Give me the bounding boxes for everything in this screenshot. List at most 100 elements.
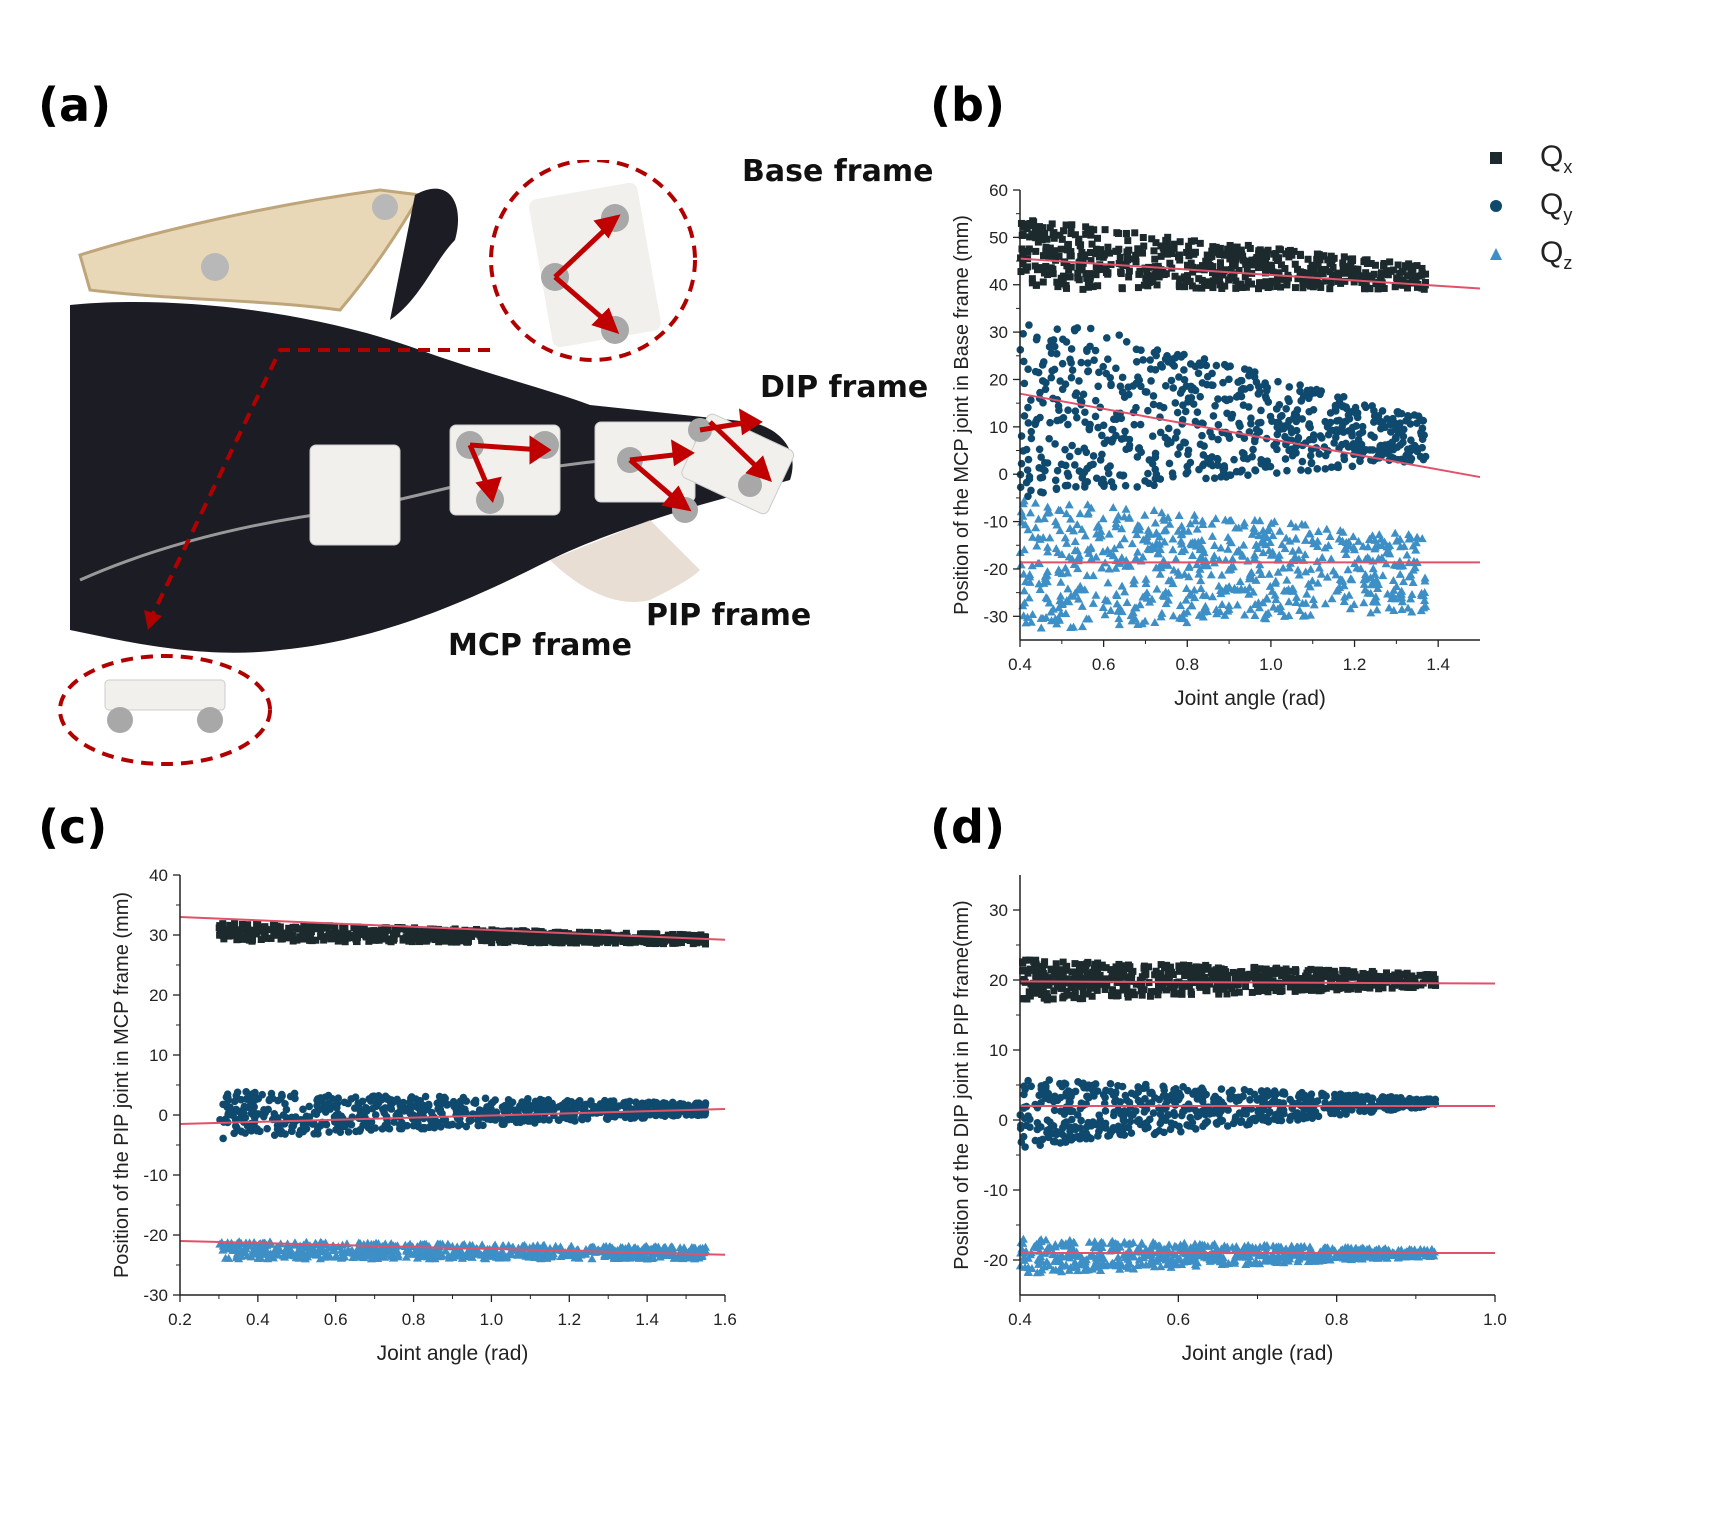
data-point (1089, 283, 1097, 291)
data-point (1321, 465, 1330, 473)
data-point (1190, 237, 1198, 245)
data-point (385, 1124, 394, 1133)
data-point (1354, 435, 1363, 444)
data-point (1237, 386, 1246, 394)
data-point (1059, 276, 1067, 284)
data-point (387, 1251, 397, 1260)
data-point (221, 1253, 231, 1262)
data-point (1117, 268, 1125, 276)
data-point (1192, 284, 1200, 292)
data-point (1299, 981, 1307, 989)
data-point (1116, 382, 1125, 391)
x-tick-label: 0.4 (1008, 655, 1032, 674)
data-point (1157, 252, 1165, 260)
data-point (1119, 472, 1127, 480)
data-point (1067, 345, 1076, 353)
data-point (1325, 532, 1335, 541)
data-point (1225, 375, 1233, 384)
data-point (1224, 565, 1234, 574)
data-point (1189, 268, 1197, 276)
data-point (492, 928, 500, 936)
data-point (1024, 593, 1034, 602)
base-block (309, 444, 401, 546)
marker-ball (476, 486, 504, 514)
data-point (1302, 589, 1312, 598)
data-point (1366, 285, 1374, 293)
data-point (1017, 432, 1026, 440)
data-point (1326, 409, 1335, 417)
data-point (299, 1127, 308, 1136)
data-point (1035, 445, 1044, 454)
data-point (241, 1129, 249, 1137)
data-point (1025, 570, 1035, 579)
data-point (1036, 474, 1045, 482)
data-point (1031, 523, 1041, 532)
data-point (299, 1121, 308, 1129)
data-point (1383, 542, 1393, 551)
data-point (250, 1242, 260, 1251)
data-point (1141, 574, 1151, 583)
data-point (1016, 507, 1026, 516)
data-point (1298, 457, 1307, 466)
data-point (1082, 223, 1090, 231)
data-point (1406, 594, 1416, 603)
data-point (317, 1243, 327, 1252)
y-tick-label: 10 (149, 1046, 168, 1065)
data-point (1055, 526, 1065, 535)
data-point (481, 1253, 491, 1262)
data-point (1112, 599, 1122, 608)
data-point (1321, 451, 1330, 460)
data-point (1182, 277, 1190, 285)
data-point (1432, 981, 1440, 989)
data-point (1374, 973, 1382, 981)
base-frame-label: Base frame (742, 154, 934, 189)
data-point (1278, 275, 1286, 283)
data-point (231, 931, 239, 939)
data-point (1063, 988, 1071, 996)
data-point (702, 940, 710, 948)
data-point (462, 1108, 470, 1117)
legend: Qx Qy Qz (1480, 140, 1660, 290)
data-point (1199, 548, 1209, 557)
data-point (1255, 285, 1263, 293)
data-point (267, 934, 275, 942)
data-point (1096, 526, 1106, 535)
data-point (1159, 403, 1168, 412)
data-point (698, 1243, 708, 1252)
data-point (1278, 563, 1288, 572)
series-c-0 (215, 920, 710, 948)
data-point (1134, 284, 1142, 292)
data-point (486, 1250, 496, 1259)
data-point (1122, 597, 1132, 606)
data-point (370, 1092, 378, 1101)
data-point (1109, 551, 1119, 560)
data-point (1362, 403, 1370, 412)
data-point (1304, 529, 1314, 538)
data-point (1407, 972, 1415, 980)
data-point (1244, 471, 1252, 479)
data-point (1370, 270, 1378, 278)
data-point (1230, 989, 1238, 997)
data-point (1199, 561, 1209, 570)
data-point (1076, 242, 1084, 250)
data-point (1235, 419, 1243, 428)
data-point (1159, 537, 1169, 546)
data-point (1237, 976, 1245, 984)
data-point (1373, 584, 1383, 593)
data-point (1079, 975, 1087, 983)
data-point (1040, 458, 1049, 467)
data-point (1322, 277, 1330, 285)
data-point (1079, 390, 1088, 399)
data-point (1216, 263, 1224, 271)
data-point (1300, 550, 1310, 559)
data-point (1145, 456, 1154, 464)
data-point (554, 934, 562, 942)
data-point (1263, 253, 1271, 261)
x-tick-label: 0.8 (1175, 655, 1199, 674)
data-point (230, 1097, 239, 1106)
data-point (492, 1252, 502, 1261)
data-point (1264, 398, 1273, 406)
data-point (1176, 443, 1184, 451)
data-point (699, 1110, 708, 1119)
data-point (1041, 229, 1049, 237)
